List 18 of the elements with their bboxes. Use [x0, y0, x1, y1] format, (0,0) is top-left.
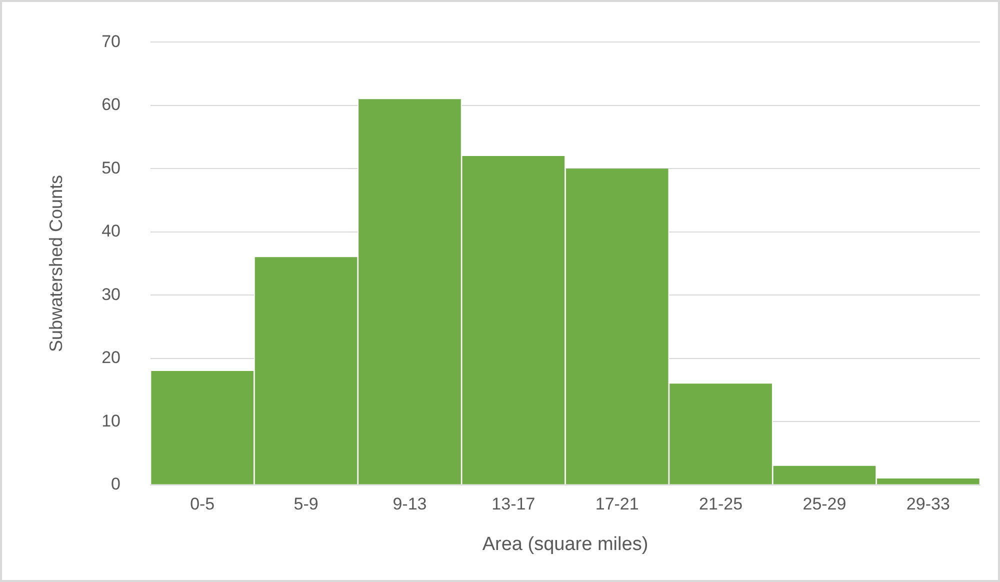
x-tick-label: 21-25	[699, 494, 743, 514]
y-tick-label: 0	[111, 474, 121, 494]
y-tick-label: 70	[102, 32, 121, 51]
y-tick-label: 50	[102, 158, 121, 178]
y-tick-label: 40	[102, 222, 121, 241]
x-axis-title: Area (square miles)	[482, 534, 648, 555]
x-tick-label: 9-13	[392, 494, 427, 514]
x-tick-label: 0-5	[190, 494, 215, 514]
x-tick-label: 17-21	[595, 494, 639, 514]
y-tick-label: 10	[102, 411, 121, 430]
y-tick-label: 60	[102, 95, 121, 114]
x-tick-label: 29-33	[906, 494, 950, 514]
y-tick-label: 20	[102, 348, 121, 368]
x-tick-label: 13-17	[492, 494, 536, 514]
y-axis-title: Subwatershed Counts	[46, 174, 66, 352]
x-tick-label: 25-29	[802, 494, 846, 514]
x-tick-label: 5-9	[294, 494, 318, 514]
y-tick-label: 30	[102, 284, 121, 304]
